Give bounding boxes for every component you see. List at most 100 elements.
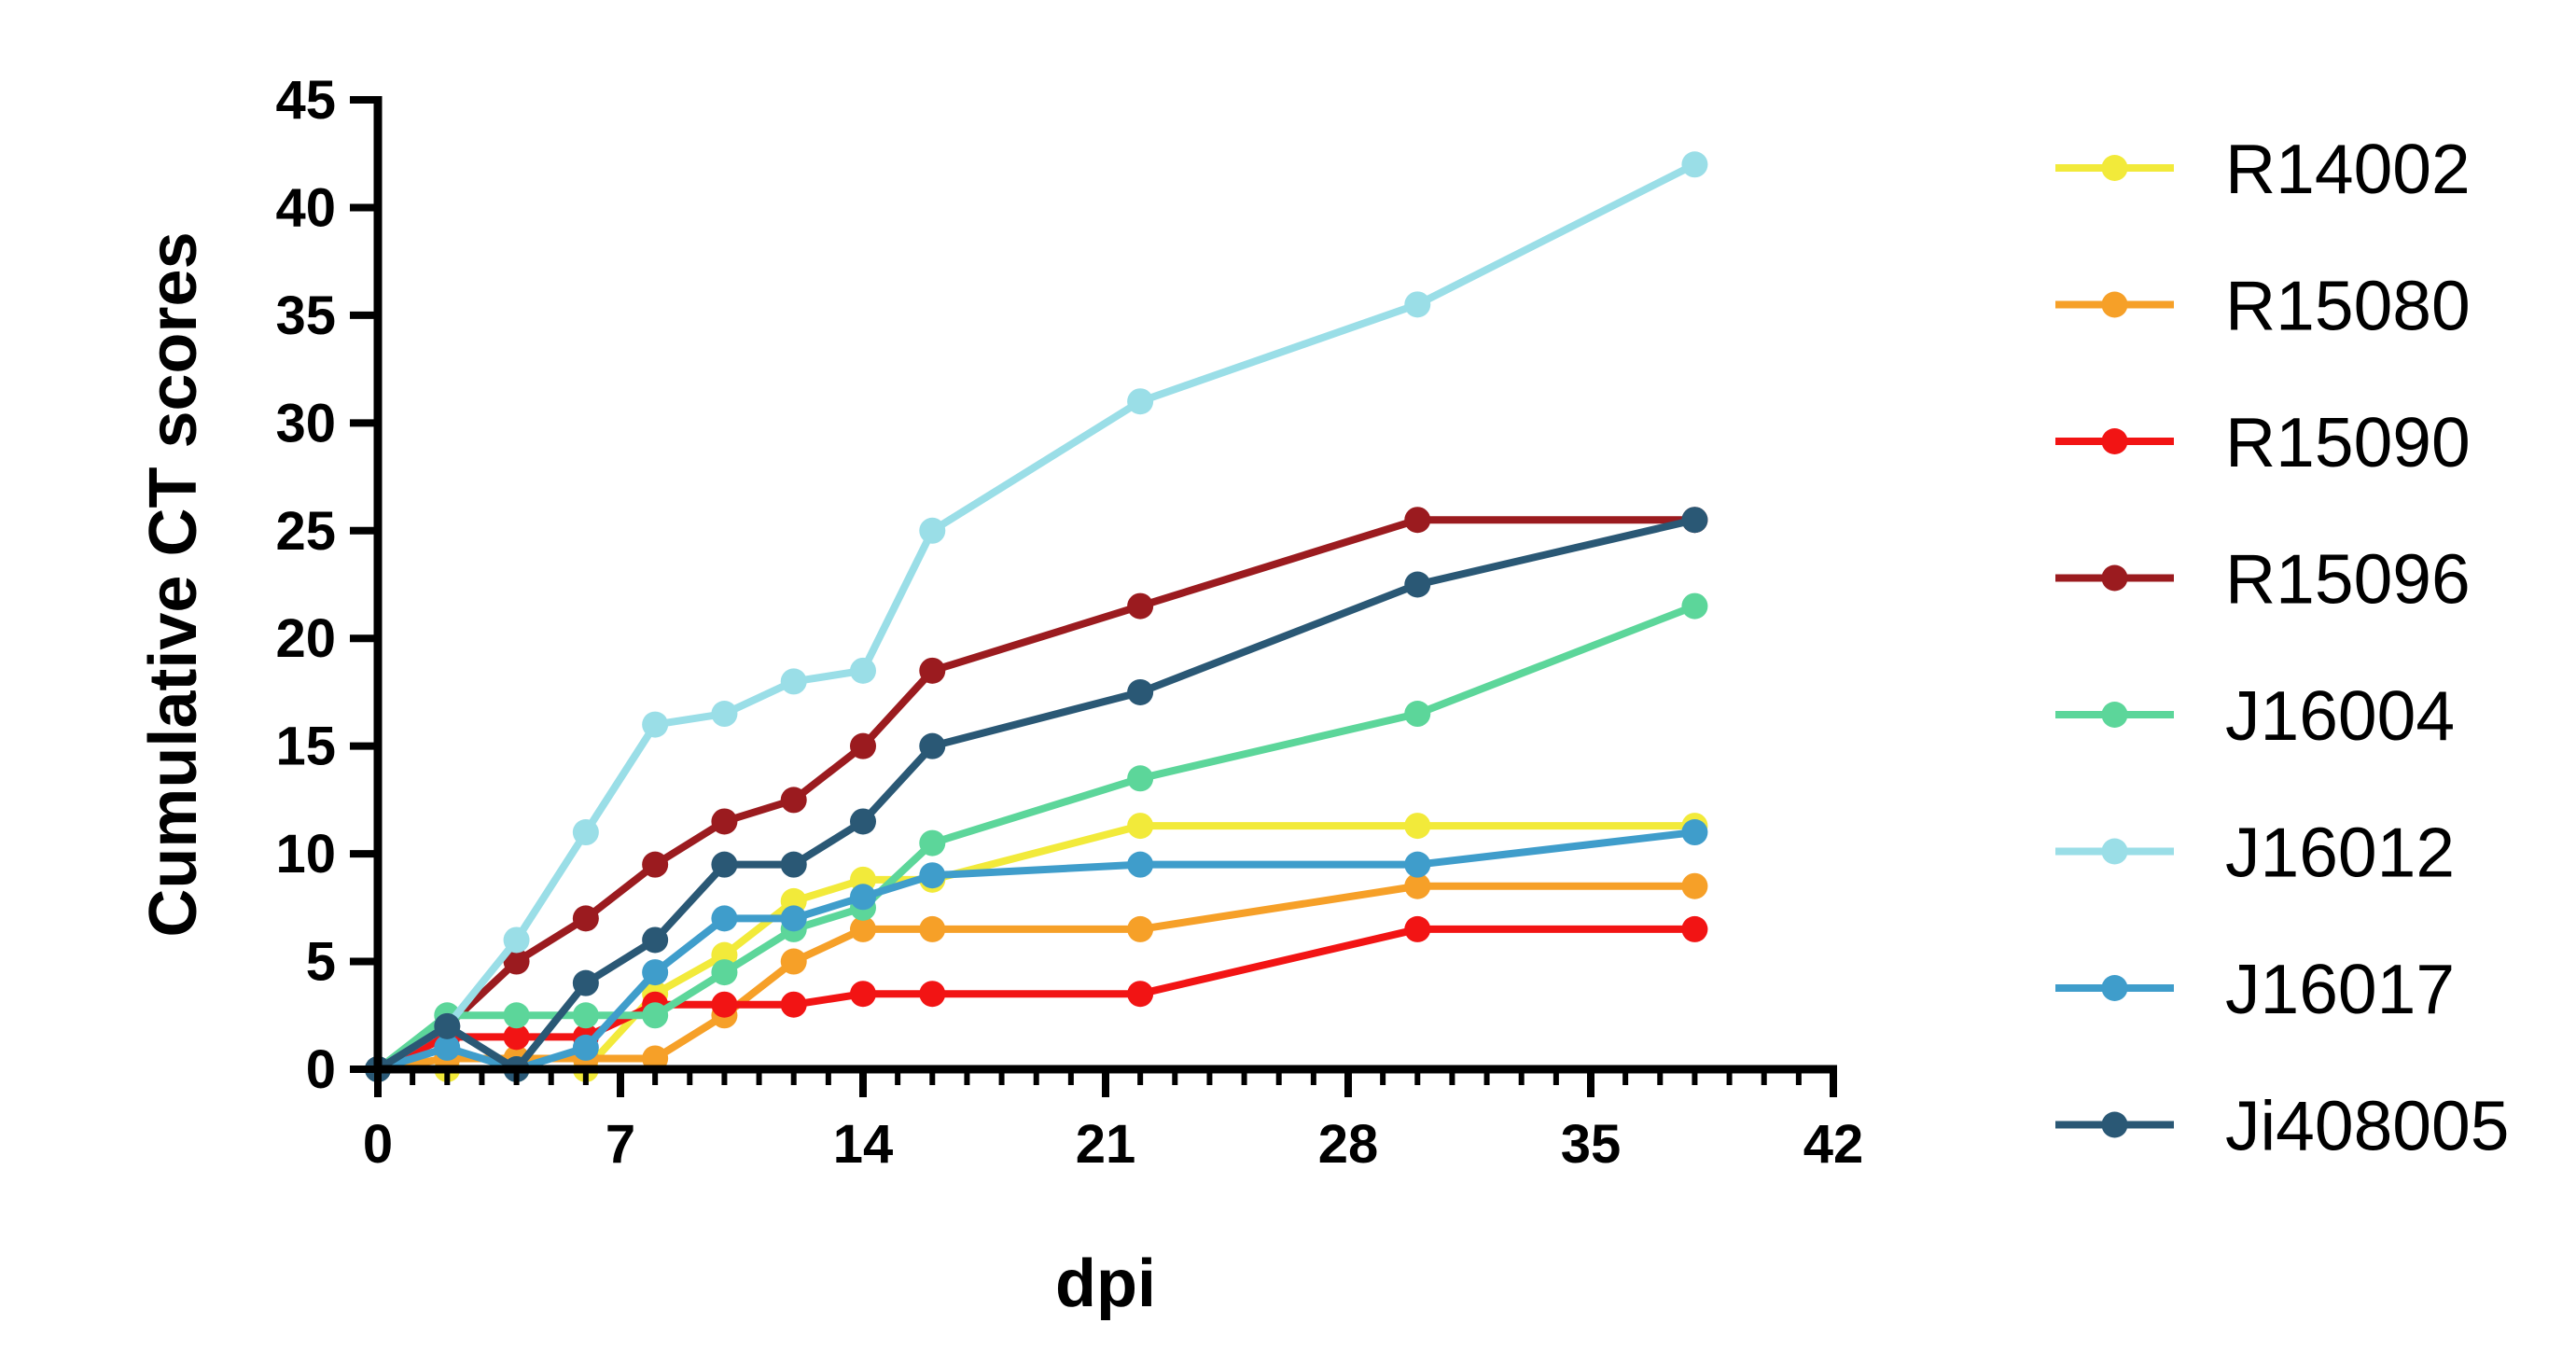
data-point — [1404, 872, 1431, 899]
data-point — [919, 517, 946, 544]
data-point — [1127, 813, 1154, 840]
data-point — [1681, 151, 1708, 178]
legend-label: R14002 — [2225, 130, 2471, 208]
x-tick-label: 0 — [363, 1114, 393, 1175]
data-point — [572, 969, 599, 996]
x-axis: 0 7 14 21 28 35 42 — [363, 1065, 1863, 1175]
data-point — [642, 926, 669, 954]
data-point — [850, 981, 876, 1008]
data-point — [1404, 291, 1431, 318]
data-point — [1127, 765, 1154, 792]
x-tick-label: 14 — [833, 1114, 894, 1175]
data-point — [1127, 981, 1154, 1008]
data-point — [919, 657, 946, 684]
data-point — [919, 829, 946, 857]
data-point — [572, 1002, 599, 1029]
series-line — [374, 516, 1699, 1073]
data-point — [919, 981, 946, 1008]
data-point — [1404, 507, 1431, 534]
y-tick-label: 15 — [275, 717, 336, 777]
data-point — [1404, 851, 1431, 878]
data-point — [503, 1024, 530, 1051]
series-J16004 — [365, 592, 1708, 1082]
data-point — [642, 1045, 669, 1072]
x-tick-label: 35 — [1561, 1114, 1622, 1175]
legend-swatch-marker — [2101, 291, 2128, 318]
data-point — [1127, 388, 1154, 415]
data-point — [1127, 851, 1154, 878]
data-point — [780, 991, 807, 1018]
x-tick-label: 7 — [606, 1114, 635, 1175]
data-point — [434, 1034, 461, 1061]
y-axis-title: Cumulative CT scores — [136, 231, 211, 937]
data-point — [642, 1002, 669, 1029]
data-point — [572, 1034, 599, 1061]
legend-label: R15080 — [2225, 267, 2471, 345]
legend-item: R15096 — [2055, 540, 2471, 619]
legend-swatch-marker — [2101, 428, 2128, 454]
data-point — [780, 948, 807, 975]
x-ticks: 0 7 14 21 28 35 42 — [363, 1069, 1863, 1175]
data-point — [1404, 915, 1431, 942]
data-point — [711, 851, 738, 878]
data-point — [780, 905, 807, 932]
data-point — [503, 926, 530, 954]
y-axis: 0 5 10 15 20 25 30 35 40 45 — [275, 70, 383, 1100]
data-point — [850, 884, 876, 911]
legend-swatch-marker — [2101, 564, 2128, 592]
legend-label: R15090 — [2225, 403, 2471, 481]
data-point — [850, 808, 876, 835]
legend-label: J16004 — [2225, 676, 2455, 755]
data-point — [1404, 701, 1431, 728]
data-point — [1681, 507, 1708, 534]
data-point — [1681, 819, 1708, 846]
data-point — [1404, 813, 1431, 840]
data-point — [919, 732, 946, 759]
legend-item: Ji408005 — [2055, 1087, 2509, 1165]
y-tick-label: 10 — [275, 824, 336, 884]
legend-label: J16017 — [2225, 950, 2455, 1028]
legend-swatch-marker — [2101, 155, 2128, 181]
legend-swatch-marker — [2101, 702, 2128, 728]
data-point — [919, 915, 946, 942]
legend-item: R15080 — [2055, 267, 2471, 345]
y-tick-label: 25 — [275, 501, 336, 562]
data-point — [850, 915, 876, 942]
data-point — [572, 905, 599, 932]
data-point — [503, 1002, 530, 1029]
data-point — [572, 819, 599, 846]
legend-label: R15096 — [2225, 540, 2471, 619]
data-point — [850, 657, 876, 684]
legend-swatch-marker — [2101, 975, 2128, 1001]
y-tick-label: 35 — [275, 286, 336, 346]
data-point — [1681, 592, 1708, 620]
y-tick-label: 40 — [275, 177, 336, 238]
legend-label: Ji408005 — [2225, 1087, 2509, 1165]
y-ticks: 0 5 10 15 20 25 30 35 40 45 — [275, 70, 378, 1100]
series-line — [374, 160, 1699, 1073]
legend-swatch-marker — [2101, 1111, 2128, 1138]
series-line — [374, 516, 1699, 1073]
y-tick-label: 45 — [275, 70, 336, 131]
data-point — [780, 668, 807, 695]
series-layer — [365, 151, 1708, 1082]
data-point — [642, 851, 669, 878]
legend: R14002 R15080 R15090 R15096 J16004 J16012 J160… — [2055, 130, 2509, 1165]
data-point — [503, 948, 530, 975]
legend-item: R15090 — [2055, 403, 2471, 481]
data-point — [1681, 872, 1708, 899]
legend-item: R14002 — [2055, 130, 2471, 208]
x-tick-label: 21 — [1076, 1114, 1136, 1175]
data-point — [919, 862, 946, 889]
legend-item: J16012 — [2055, 814, 2455, 892]
data-point — [642, 711, 669, 738]
data-point — [711, 959, 738, 986]
data-point — [711, 701, 738, 728]
y-tick-label: 0 — [306, 1039, 336, 1100]
data-point — [1127, 592, 1154, 620]
plot-area — [365, 151, 1708, 1082]
data-point — [711, 808, 738, 835]
data-point — [434, 1012, 461, 1039]
data-point — [1681, 915, 1708, 942]
